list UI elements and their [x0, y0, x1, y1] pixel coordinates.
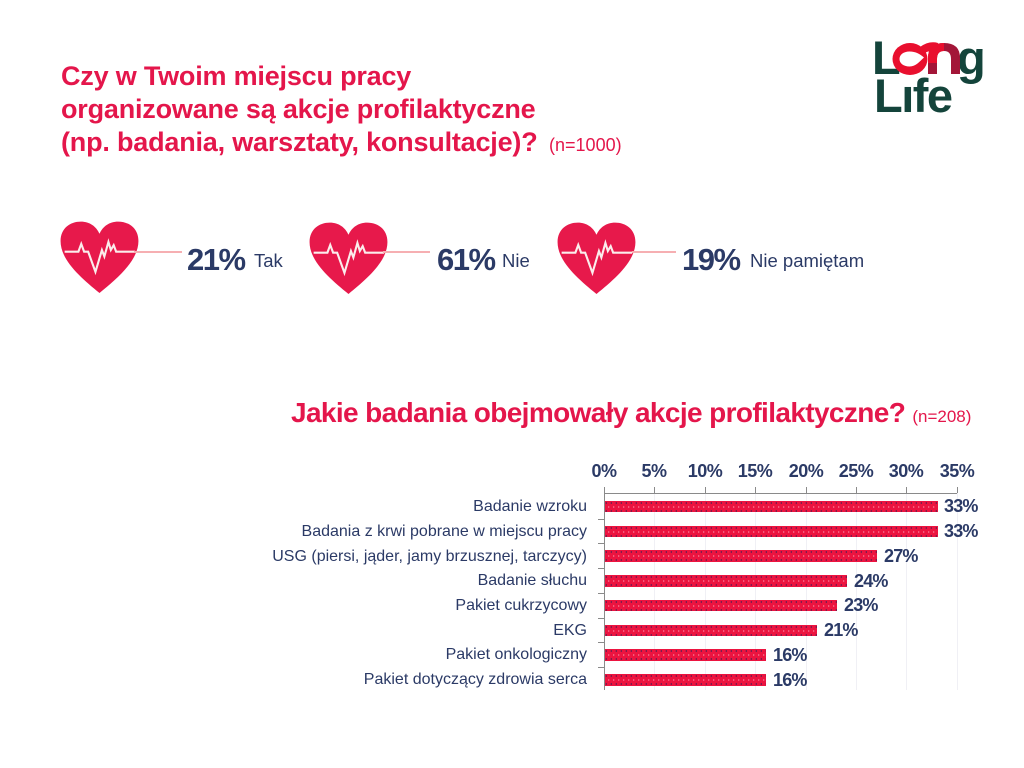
- svg-text:g: g: [957, 36, 986, 84]
- svg-text:Lıfe: Lıfe: [874, 69, 952, 122]
